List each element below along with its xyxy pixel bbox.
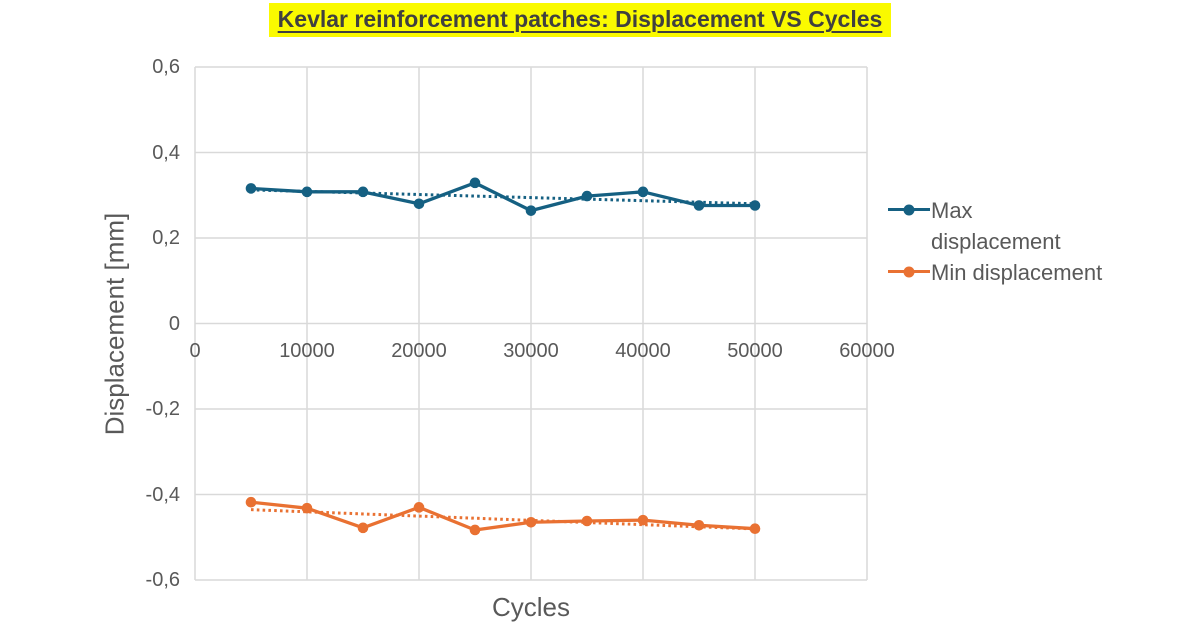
data-point-marker bbox=[525, 205, 537, 216]
data-point-marker bbox=[413, 198, 425, 210]
data-point-marker bbox=[245, 496, 257, 508]
y-tick-label: 0,2 bbox=[152, 227, 180, 249]
x-axis-title: Cycles bbox=[491, 592, 570, 622]
y-tick-label: -0,4 bbox=[145, 483, 180, 506]
x-tick-label: 50000 bbox=[727, 339, 783, 362]
data-point-marker bbox=[469, 177, 481, 189]
legend-item-min-displacement: Min displacement bbox=[888, 257, 1103, 288]
y-tick-label: -0,2 bbox=[145, 398, 180, 420]
data-point-marker bbox=[245, 183, 257, 194]
series-line-max-displacement bbox=[249, 181, 757, 213]
legend-marker-dot-icon bbox=[903, 266, 915, 278]
series-max-displacement bbox=[245, 177, 761, 216]
y-tick-label: 0,6 bbox=[152, 56, 180, 78]
x-tick-label: 10000 bbox=[279, 339, 335, 362]
data-point-marker bbox=[749, 523, 761, 534]
legend-line-marker-icon bbox=[888, 266, 930, 278]
data-point-marker bbox=[637, 514, 649, 526]
series-min-displacement bbox=[245, 496, 761, 536]
y-tick-label: 0,4 bbox=[152, 141, 180, 164]
y-tick-label: 0 bbox=[168, 312, 180, 335]
x-tick-label: 60000 bbox=[839, 339, 895, 362]
legend-marker-dot-icon bbox=[903, 204, 915, 216]
x-tick-label: 40000 bbox=[615, 339, 671, 362]
data-point-marker bbox=[525, 516, 537, 528]
chart-title: Kevlar reinforcement patches: Displaceme… bbox=[268, 3, 892, 37]
x-tick-label: 20000 bbox=[391, 339, 447, 362]
data-point-marker bbox=[357, 522, 369, 534]
legend-label: Min displacement bbox=[931, 260, 1103, 285]
data-point-marker bbox=[357, 186, 369, 198]
series-line-min-displacement bbox=[249, 500, 757, 532]
gridlines bbox=[194, 66, 868, 581]
data-point-marker bbox=[581, 515, 593, 527]
x-tick-label: 30000 bbox=[503, 339, 559, 362]
data-point-marker bbox=[413, 502, 425, 513]
legend-item-max-displacement: Max displacement bbox=[888, 195, 1103, 257]
trendline-max-displacement bbox=[250, 188, 756, 206]
data-point-marker bbox=[301, 186, 313, 198]
x-tick-label: 0 bbox=[189, 339, 201, 362]
data-point-marker bbox=[693, 519, 705, 531]
data-point-marker bbox=[749, 200, 761, 211]
y-tick-label: -0,6 bbox=[145, 569, 180, 591]
data-point-marker bbox=[637, 186, 649, 198]
legend-label: Max displacement bbox=[931, 198, 1061, 254]
plot-area bbox=[194, 66, 868, 581]
data-point-marker bbox=[693, 200, 705, 211]
chart-title-row: Kevlar reinforcement patches: Displaceme… bbox=[0, 3, 1160, 37]
chart-legend: Max displacement Min displacement bbox=[888, 195, 1103, 288]
data-point-marker bbox=[581, 190, 593, 202]
data-point-marker bbox=[301, 502, 313, 514]
data-point-marker bbox=[469, 524, 481, 536]
legend-line-marker-icon bbox=[888, 204, 930, 216]
